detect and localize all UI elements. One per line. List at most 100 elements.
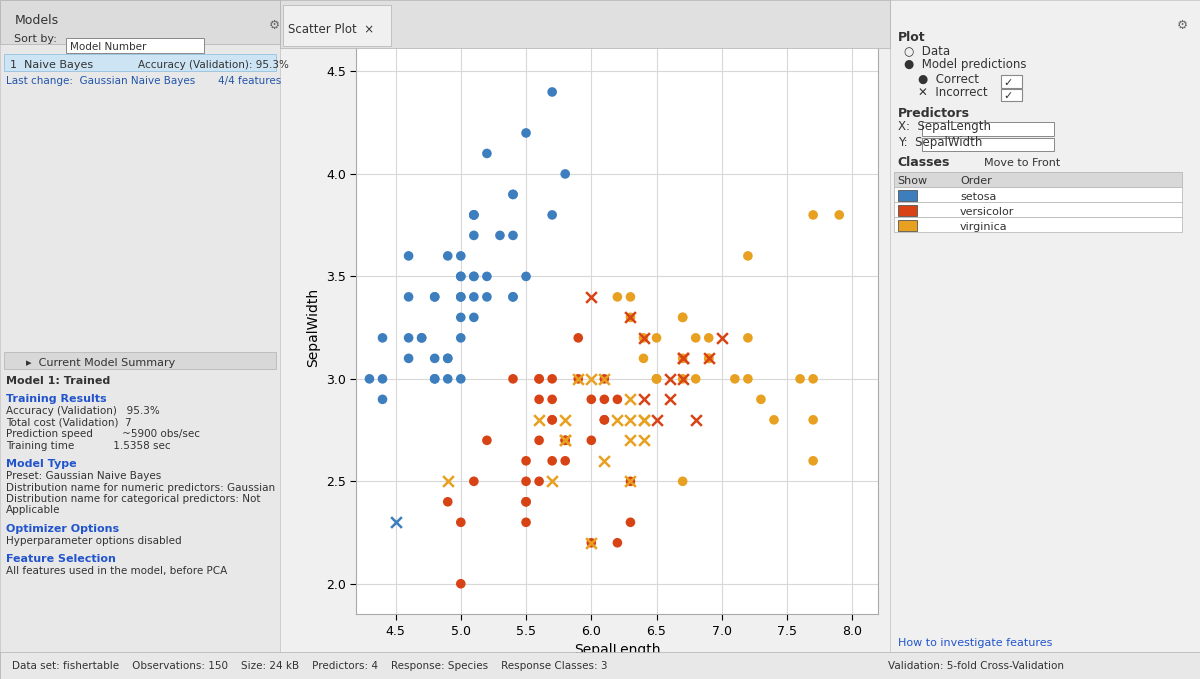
Point <box>398 251 418 261</box>
Text: ✓: ✓ <box>1003 77 1013 88</box>
Text: setosa: setosa <box>960 191 996 202</box>
Point <box>425 373 444 384</box>
Point <box>608 291 628 302</box>
Point <box>464 230 484 241</box>
Point <box>464 476 484 487</box>
Point <box>529 476 548 487</box>
Text: Move to Front: Move to Front <box>984 158 1061 168</box>
Point <box>529 394 548 405</box>
Point <box>620 414 640 425</box>
Point <box>491 230 510 241</box>
Point <box>700 333 719 344</box>
Point <box>595 373 614 384</box>
Text: Plot: Plot <box>898 31 925 43</box>
Point <box>620 476 640 487</box>
Text: Hyperparameter options disabled: Hyperparameter options disabled <box>6 536 181 546</box>
Text: Classes: Classes <box>898 156 950 169</box>
Text: Total cost (Validation)  7: Total cost (Validation) 7 <box>6 418 132 428</box>
Point <box>556 435 575 445</box>
Point <box>620 394 640 405</box>
Point <box>451 333 470 344</box>
Point <box>542 456 562 466</box>
Point <box>620 312 640 323</box>
Title: Predictions: model 1: Predictions: model 1 <box>521 16 714 34</box>
Point <box>425 291 444 302</box>
Point <box>673 353 692 364</box>
Point <box>451 579 470 589</box>
Point <box>438 251 457 261</box>
Point <box>582 435 601 445</box>
Point <box>529 373 548 384</box>
Text: ●  Correct: ● Correct <box>918 73 979 86</box>
Point <box>751 394 770 405</box>
Point <box>556 435 575 445</box>
Point <box>373 373 392 384</box>
Point <box>529 373 548 384</box>
Point <box>700 353 719 364</box>
Point <box>478 291 497 302</box>
Text: How to investigate features: How to investigate features <box>898 638 1052 648</box>
Point <box>464 312 484 323</box>
Point <box>595 414 614 425</box>
Point <box>673 373 692 384</box>
Point <box>791 373 810 384</box>
Point <box>738 373 757 384</box>
Point <box>504 189 523 200</box>
Point <box>451 291 470 302</box>
Point <box>451 271 470 282</box>
Text: ✓: ✓ <box>1003 91 1013 101</box>
Point <box>634 394 653 405</box>
Point <box>425 291 444 302</box>
Point <box>673 353 692 364</box>
Point <box>647 373 666 384</box>
Point <box>620 312 640 323</box>
Point <box>451 251 470 261</box>
Text: Distribution name for numeric predictors: Gaussian: Distribution name for numeric predictors… <box>6 483 275 493</box>
Point <box>516 496 535 507</box>
Point <box>608 537 628 548</box>
Point <box>673 476 692 487</box>
Point <box>516 517 535 528</box>
Point <box>804 210 823 221</box>
Text: Last change:  Gaussian Naive Bayes       4/4 features: Last change: Gaussian Naive Bayes 4/4 fe… <box>6 75 281 86</box>
Point <box>569 373 588 384</box>
Point <box>634 435 653 445</box>
Point <box>529 414 548 425</box>
Point <box>412 333 431 344</box>
Point <box>634 353 653 364</box>
Point <box>620 476 640 487</box>
Text: 1  Naive Bayes: 1 Naive Bayes <box>10 60 92 70</box>
Point <box>829 210 848 221</box>
Text: Order: Order <box>960 176 991 186</box>
Point <box>504 189 523 200</box>
Point <box>360 373 379 384</box>
Text: Model 1: Trained: Model 1: Trained <box>6 375 110 386</box>
Point <box>582 537 601 548</box>
Point <box>464 210 484 221</box>
Point <box>516 456 535 466</box>
Text: ⚙: ⚙ <box>269 18 280 31</box>
Text: Optimizer Options: Optimizer Options <box>6 524 119 534</box>
Text: Model Type: Model Type <box>6 459 77 469</box>
Text: Distribution name for categorical predictors: Not: Distribution name for categorical predic… <box>6 494 260 504</box>
Text: Prediction speed         ~5900 obs/sec: Prediction speed ~5900 obs/sec <box>6 429 200 439</box>
Point <box>542 373 562 384</box>
Point <box>673 353 692 364</box>
Point <box>647 373 666 384</box>
Point <box>504 230 523 241</box>
Point <box>804 456 823 466</box>
Point <box>529 435 548 445</box>
Point <box>438 353 457 364</box>
Point <box>700 353 719 364</box>
Point <box>542 86 562 97</box>
Text: Applicable: Applicable <box>6 505 60 515</box>
Point <box>673 312 692 323</box>
Point <box>412 333 431 344</box>
Point <box>478 271 497 282</box>
Point <box>398 291 418 302</box>
Point <box>398 353 418 364</box>
Point <box>556 435 575 445</box>
Text: Training time            1.5358 sec: Training time 1.5358 sec <box>6 441 170 451</box>
Point <box>542 414 562 425</box>
Point <box>647 373 666 384</box>
